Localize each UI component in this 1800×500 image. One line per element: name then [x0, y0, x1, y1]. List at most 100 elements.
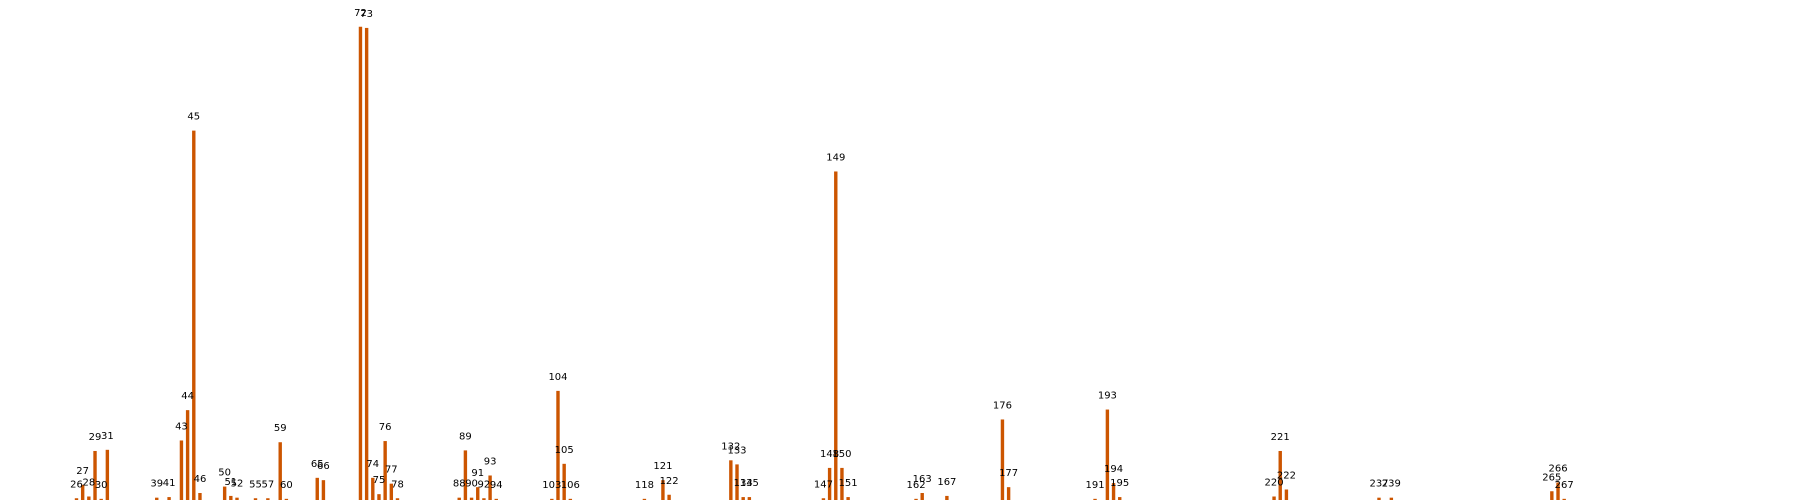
bar-43: [179, 440, 184, 500]
bar-label-163: 163: [913, 474, 932, 485]
bar-label-92: 92: [478, 479, 491, 490]
bar-label-147: 147: [814, 479, 833, 490]
bar-167: [945, 495, 949, 500]
bar-label-45: 45: [187, 112, 200, 123]
bar-label-31: 31: [101, 431, 114, 442]
bar-191: [1093, 498, 1097, 500]
bar-30: [99, 498, 103, 500]
bar-105: [562, 463, 566, 500]
bar-label-44: 44: [181, 391, 194, 402]
bar-151: [846, 497, 850, 500]
bar-label-27: 27: [76, 466, 89, 477]
bar-74: [371, 477, 375, 500]
bar-label-194: 194: [1104, 464, 1123, 475]
bar-122: [667, 494, 671, 500]
bar-label-162: 162: [906, 480, 925, 491]
bar-label-122: 122: [660, 476, 679, 487]
bar-66: [321, 480, 326, 500]
bar-label-30: 30: [95, 480, 108, 491]
bar-194: [1111, 483, 1116, 500]
bar-220: [1272, 496, 1276, 500]
bar-label-66: 66: [317, 461, 330, 472]
bar-50: [222, 486, 227, 500]
bar-label-73: 73: [360, 9, 373, 20]
bar-265: [1550, 491, 1554, 500]
bar-label-77: 77: [385, 465, 398, 476]
bar-39: [155, 497, 159, 500]
bar-65: [315, 477, 319, 500]
bar-label-222: 222: [1277, 471, 1296, 482]
bar-label-149: 149: [826, 152, 845, 163]
bar-label-29: 29: [89, 432, 102, 443]
bar-57: [266, 498, 270, 500]
bar-label-118: 118: [635, 480, 654, 491]
bar-150: [840, 467, 844, 500]
bar-46: [198, 493, 202, 500]
bar-label-88: 88: [453, 479, 466, 490]
bar-41: [167, 497, 171, 500]
bar-94: [494, 498, 498, 500]
bar-162: [914, 498, 918, 500]
bar-label-93: 93: [484, 456, 497, 467]
bar-label-106: 106: [561, 480, 580, 491]
bar-195: [1118, 497, 1122, 500]
bar-31: [105, 449, 110, 500]
bar-29: [93, 450, 97, 500]
bar-104: [556, 390, 560, 500]
bar-label-75: 75: [373, 475, 386, 486]
bar-93: [488, 475, 492, 500]
bar-label-134: 134: [734, 478, 753, 489]
bars-group: [74, 26, 1566, 500]
bar-label-57: 57: [261, 479, 274, 490]
bar-76: [383, 441, 387, 500]
bar-55: [253, 498, 258, 500]
bar-176: [1000, 419, 1005, 500]
bar-149: [834, 171, 838, 500]
bar-label-59: 59: [274, 423, 287, 434]
bar-label-151: 151: [839, 478, 858, 489]
bar-75: [377, 494, 381, 500]
bar-60: [284, 498, 289, 500]
bar-label-72: 72: [354, 8, 367, 19]
bar-label-26: 26: [70, 479, 83, 490]
bar-label-74: 74: [366, 459, 379, 470]
bar-label-90: 90: [465, 479, 478, 490]
bar-103: [550, 498, 554, 500]
bar-label-267: 267: [1555, 480, 1574, 491]
bar-222: [1284, 489, 1289, 500]
bar-label-177: 177: [999, 468, 1018, 479]
bar-label-51: 51: [224, 477, 237, 488]
bar-26: [74, 498, 79, 500]
bar-77: [389, 483, 394, 500]
bar-label-133: 133: [727, 445, 746, 456]
bar-59: [278, 442, 282, 500]
bar-28: [87, 496, 91, 500]
bar-237: [1377, 497, 1381, 500]
bar-label-94: 94: [490, 480, 503, 491]
bar-label-52: 52: [231, 479, 244, 490]
bar-label-65: 65: [311, 459, 324, 470]
bar-label-193: 193: [1098, 391, 1117, 402]
bar-label-39: 39: [150, 479, 163, 490]
bar-label-104: 104: [548, 372, 567, 383]
bar-239: [1389, 497, 1394, 500]
bar-193: [1105, 409, 1110, 500]
bar-label-148: 148: [820, 449, 839, 460]
bar-78: [395, 498, 400, 500]
bar-label-195: 195: [1110, 478, 1129, 489]
bar-label-167: 167: [937, 477, 956, 488]
bar-90: [469, 497, 474, 500]
bar-label-135: 135: [740, 478, 759, 489]
bar-label-220: 220: [1265, 478, 1284, 489]
bar-label-91: 91: [471, 468, 484, 479]
bar-label-221: 221: [1271, 432, 1290, 443]
bar-label-76: 76: [379, 422, 392, 433]
bar-267: [1562, 498, 1566, 500]
bar-label-237: 237: [1369, 479, 1388, 490]
bar-27: [80, 484, 85, 500]
bar-134: [741, 497, 745, 500]
bar-label-176: 176: [993, 400, 1012, 411]
bar-148: [827, 467, 832, 500]
